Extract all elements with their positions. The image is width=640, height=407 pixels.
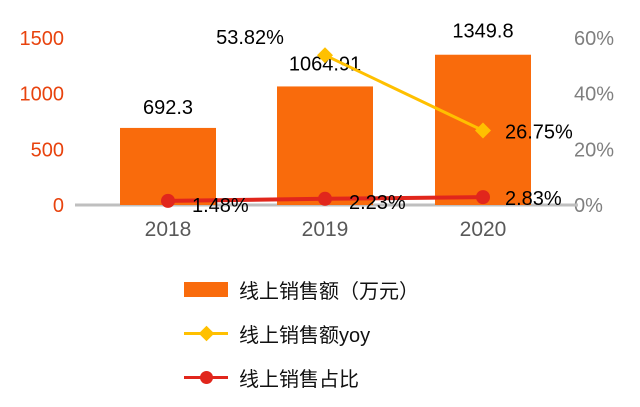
legend-label-share: 线上销售占比 xyxy=(239,368,359,391)
left-axis-tick: 0 xyxy=(53,195,64,217)
line-data-label: 2.23% xyxy=(349,192,406,214)
line-data-label: 2.83% xyxy=(505,188,562,210)
circle-marker xyxy=(161,193,175,208)
line-data-label: 1.48% xyxy=(192,195,249,217)
left-axis-tick: 1000 xyxy=(20,84,65,106)
legend-label-yoy: 线上销售额yoy xyxy=(239,324,371,347)
legend-label-online-sales: 线上销售额（万元） xyxy=(239,280,419,303)
x-axis-label: 2018 xyxy=(145,218,192,241)
diamond-marker-icon xyxy=(198,325,215,341)
bar-data-label: 1349.8 xyxy=(452,21,513,43)
diamond-marker xyxy=(317,47,333,64)
diamond-series-line xyxy=(324,53,484,132)
right-axis-tick: 40% xyxy=(574,84,614,106)
yoy-series-swatch xyxy=(184,325,228,341)
x-axis-label: 2019 xyxy=(302,218,349,241)
right-axis-tick: 0% xyxy=(574,195,603,217)
circle-marker xyxy=(476,190,490,205)
legend-item-online-sales[interactable]: 线上销售额（万元） xyxy=(184,276,419,303)
legend-item-yoy[interactable]: 线上销售额yoy xyxy=(184,320,419,347)
bar-2019 xyxy=(277,86,373,205)
combo-chart: 0 500 1000 1500 0% 20% 40% 60% 2018 2019 2020 692.3… xyxy=(20,21,615,241)
line-data-label: 53.82% xyxy=(216,27,284,49)
circle-marker-icon xyxy=(199,370,213,384)
share-series-swatch xyxy=(184,369,228,385)
bar-data-label: 692.3 xyxy=(143,97,193,119)
bar-data-label: 1064.91 xyxy=(289,53,361,75)
diamond-marker xyxy=(475,122,491,139)
left-axis-tick: 1500 xyxy=(20,28,65,50)
legend-item-share[interactable]: 线上销售占比 xyxy=(184,364,419,391)
chart-area: 0 500 1000 1500 0% 20% 40% 60% 2018 2019 2020 692.3… xyxy=(20,21,615,241)
right-axis-tick: 20% xyxy=(574,139,614,161)
x-axis-label: 2020 xyxy=(460,218,507,241)
circle-marker xyxy=(318,191,332,206)
bar-series-swatch xyxy=(184,281,228,297)
line-data-label: 26.75% xyxy=(505,122,573,144)
chart-legend: 线上销售额（万元） 线上销售额yoy 线上销售占比 xyxy=(184,276,419,391)
bar-2018 xyxy=(120,127,216,205)
left-axis-tick: 500 xyxy=(31,139,64,161)
right-axis-tick: 60% xyxy=(574,28,614,50)
